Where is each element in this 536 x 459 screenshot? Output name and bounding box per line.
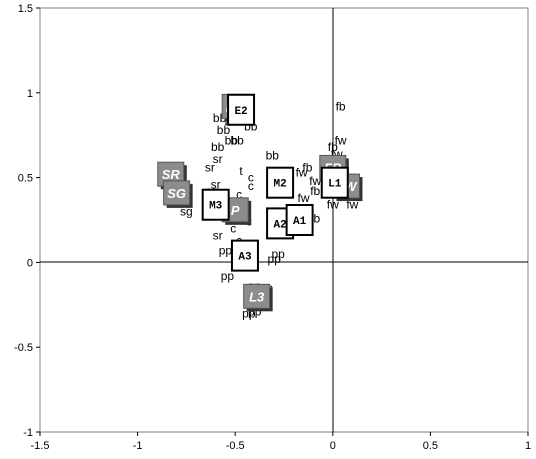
gray-marker-label: P [231,203,240,218]
x-tick-label: 0 [330,440,336,452]
point-label: sg [180,205,193,219]
point-label: fw [335,133,347,147]
box-marker [230,239,259,272]
plot-area [39,7,529,433]
point-label: fw [346,198,358,212]
point-label: c [230,221,236,235]
point-label: t [239,164,243,178]
box-marker [201,188,230,221]
point-label: bb [211,140,225,154]
y-tick-label: 1.5 [18,3,33,15]
y-tick-label: 0 [27,257,33,269]
y-tick-label: 0.5 [18,173,33,185]
gray-marker [243,283,271,309]
box-marker-label: M3 [209,201,223,213]
point-label: fb [336,99,346,113]
point-label: pp [271,247,285,261]
x-tick-label: 1 [525,440,531,452]
point-label: pp [268,252,282,266]
box-marker-label: A2 [273,219,286,231]
box-marker [266,166,295,199]
box-marker-label: A1 [293,216,307,228]
y-tick-label: -0.5 [14,342,33,354]
x-tick-labels: -1.5 -1 -0.5 0 0.5 1 [31,432,531,452]
box-marker-label: E2 [234,106,247,118]
gray-marker-label: L3 [249,289,265,304]
y-tick-label: -1 [23,427,33,439]
point-label: c [248,179,254,193]
point-label: fb [328,140,338,154]
box-markers: M2 M3 A2 A1 A3 E2 L1 [201,93,349,272]
gray-marker [163,180,191,206]
point-label: fb [310,211,320,225]
point-label: fw [298,191,310,205]
point-label: bb [230,133,244,147]
point-label: sr [205,160,215,174]
point-label: sr [211,177,221,191]
point-label: pp [219,244,233,258]
gray-marker-label: SR [162,167,181,182]
y-tick-labels: -1 -0.5 0 0.5 1 1.5 [14,3,40,439]
x-tick-label: -1 [133,440,143,452]
box-marker-label: M2 [273,179,286,191]
point-label: bb [225,133,239,147]
box-marker-label: L1 [328,179,342,191]
point-label: fw [327,198,339,212]
box-marker [227,93,256,126]
point-label: fw [309,174,321,188]
box-marker [285,204,314,236]
box-marker [320,166,349,199]
point-label: fb [302,160,312,174]
y-tick-label: 1 [27,88,33,100]
point-label: c [236,188,242,202]
x-tick-label: -0.5 [226,440,245,452]
point-label: sr [213,228,223,242]
point-label: c [248,171,254,185]
point-label: fb [310,184,320,198]
point-label: sr [213,152,223,166]
x-tick-label: -1.5 [31,440,50,452]
point-label: bb [217,123,231,137]
point-label: fw [296,166,308,180]
box-marker-label: A3 [238,252,252,264]
gray-marker-label: SG [167,186,186,201]
point-label: pp [221,269,235,283]
point-label: bb [266,149,280,163]
x-tick-label: 0.5 [423,440,438,452]
